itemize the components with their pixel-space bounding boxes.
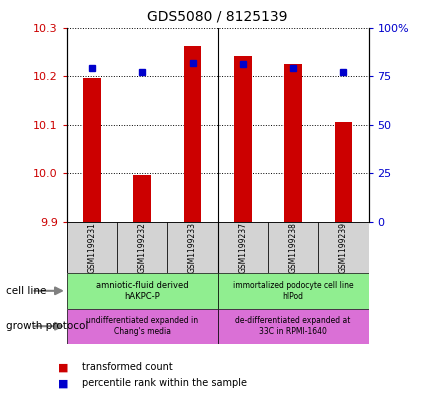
Text: growth protocol: growth protocol bbox=[6, 321, 89, 331]
Text: percentile rank within the sample: percentile rank within the sample bbox=[82, 378, 246, 388]
Text: de-differentiated expanded at
33C in RPMI-1640: de-differentiated expanded at 33C in RPM… bbox=[235, 316, 350, 336]
Text: GSM1199233: GSM1199233 bbox=[187, 222, 197, 273]
Text: GSM1199238: GSM1199238 bbox=[288, 222, 297, 273]
Bar bbox=[334, 122, 351, 222]
Bar bbox=[267, 222, 317, 273]
Bar bbox=[233, 56, 251, 222]
Bar bbox=[284, 64, 301, 222]
Text: GSM1199239: GSM1199239 bbox=[338, 222, 347, 273]
Text: undifferentiated expanded in
Chang's media: undifferentiated expanded in Chang's med… bbox=[86, 316, 198, 336]
Bar bbox=[67, 309, 217, 344]
Text: immortalized podocyte cell line
hIPod: immortalized podocyte cell line hIPod bbox=[232, 281, 353, 301]
Bar bbox=[83, 77, 101, 222]
Text: cell line: cell line bbox=[6, 286, 47, 296]
Bar bbox=[117, 222, 167, 273]
Text: transformed count: transformed count bbox=[82, 362, 172, 373]
Bar bbox=[217, 273, 368, 309]
Bar bbox=[167, 222, 217, 273]
Text: GSM1199232: GSM1199232 bbox=[138, 222, 146, 273]
Text: GSM1199237: GSM1199237 bbox=[238, 222, 247, 273]
Title: GDS5080 / 8125139: GDS5080 / 8125139 bbox=[147, 9, 287, 24]
Bar bbox=[67, 273, 217, 309]
Bar bbox=[217, 309, 368, 344]
Text: ■: ■ bbox=[58, 362, 68, 373]
Text: amniotic-fluid derived
hAKPC-P: amniotic-fluid derived hAKPC-P bbox=[96, 281, 188, 301]
Text: GSM1199231: GSM1199231 bbox=[87, 222, 96, 273]
Text: ■: ■ bbox=[58, 378, 68, 388]
Bar bbox=[67, 222, 117, 273]
Bar bbox=[133, 175, 150, 222]
Bar bbox=[317, 222, 368, 273]
Bar bbox=[217, 222, 267, 273]
Bar bbox=[183, 46, 201, 222]
